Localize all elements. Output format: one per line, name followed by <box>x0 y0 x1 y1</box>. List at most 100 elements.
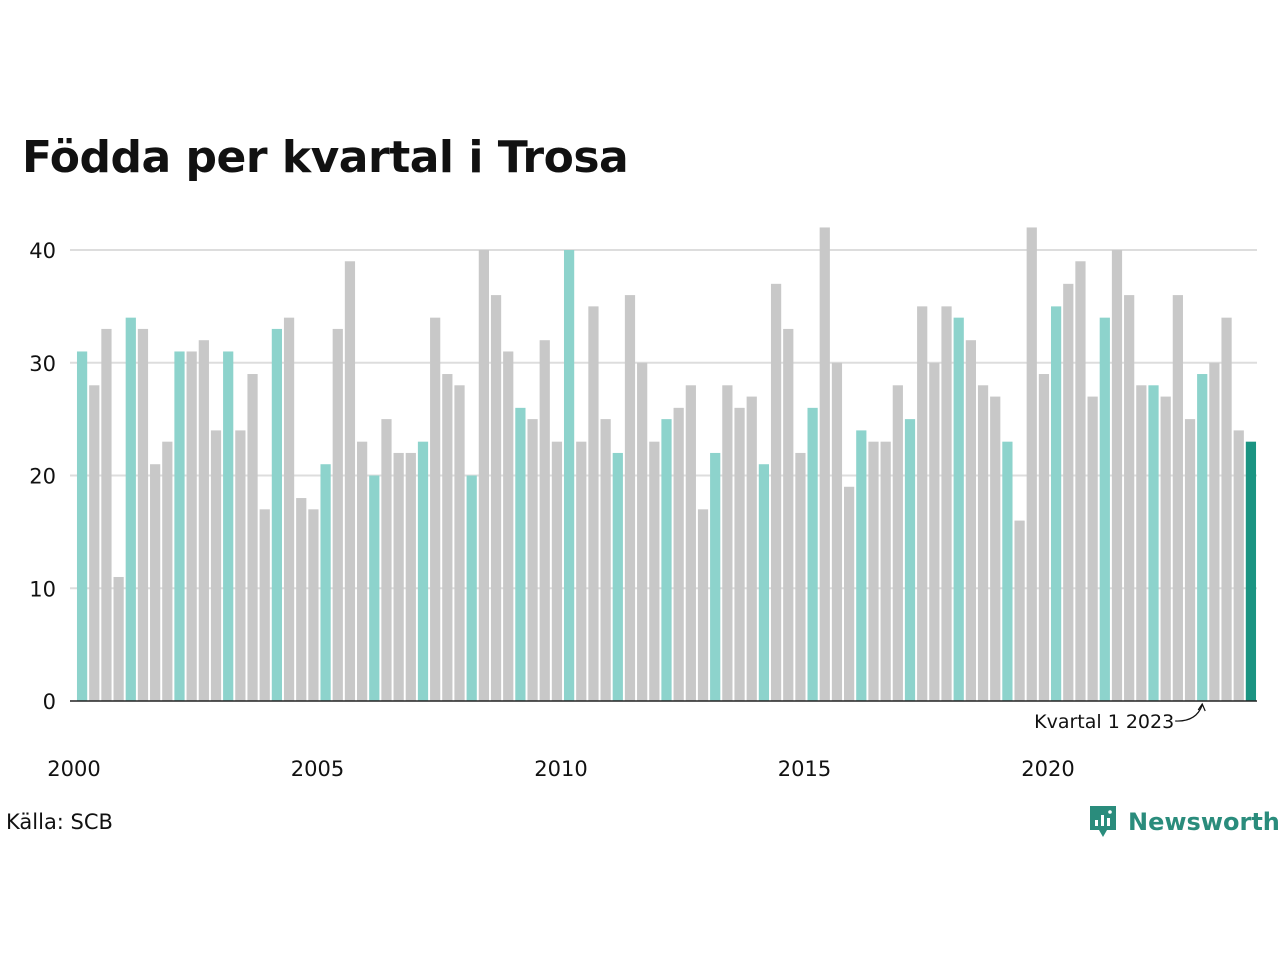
y-tick-label: 30 <box>29 352 56 376</box>
bar-2005-q2 <box>332 328 343 701</box>
bar-2010-q2 <box>576 441 587 701</box>
bar-2002-q3 <box>198 340 209 701</box>
bar-2000-q2 <box>89 385 100 701</box>
bars <box>76 227 1257 701</box>
bar-2009-q1 <box>515 407 526 701</box>
bar-2018-q4 <box>990 396 1001 701</box>
bar-2020-q2 <box>1063 283 1074 701</box>
bar-2003-q3 <box>247 374 258 701</box>
bar-2023-q2 <box>1209 362 1220 701</box>
x-tick-label: 2005 <box>291 757 344 781</box>
bar-2007-q2 <box>430 317 441 701</box>
newsworthy-logo-icon <box>1090 806 1116 837</box>
bar-2022-q1 <box>1148 385 1159 701</box>
bar-2000-q3 <box>101 328 112 701</box>
bar-2005-q1 <box>320 464 331 701</box>
bar-2018-q1 <box>953 317 964 701</box>
bar-2014-q1 <box>758 464 770 701</box>
source-label: Källa: SCB <box>6 810 113 834</box>
bar-2015-q4 <box>844 486 855 701</box>
bar-2001-q1 <box>125 317 136 701</box>
bar-2017-q1 <box>904 419 916 701</box>
bar-2005-q4 <box>357 441 368 701</box>
bar-2012-q2 <box>673 407 684 701</box>
bar-2014-q4 <box>795 452 806 701</box>
bar-2020-q1 <box>1050 306 1062 701</box>
bar-2007-q1 <box>417 441 429 701</box>
bar-2002-q2 <box>186 351 197 701</box>
bar-2020-q4 <box>1087 396 1098 701</box>
bar-2022-q2 <box>1160 396 1171 701</box>
bar-2021-q3 <box>1124 295 1135 701</box>
bar-2003-q1 <box>223 351 234 701</box>
bar-2014-q2 <box>770 283 782 701</box>
bar-2019-q4 <box>1038 374 1050 701</box>
bar-2013-q4 <box>746 396 757 701</box>
bar-2009-q2 <box>527 419 538 701</box>
bar-2019-q2 <box>1014 520 1025 701</box>
bar-2011-q4 <box>649 441 660 701</box>
bar-2004-q1 <box>271 328 283 701</box>
y-axis-ticks: 0 10 20 30 40 <box>29 239 56 714</box>
x-tick-label: 2000 <box>47 757 100 781</box>
bar-2012-q1 <box>661 419 672 701</box>
bar-2016-q2 <box>868 441 879 701</box>
bar-2021-q2 <box>1111 250 1123 701</box>
bar-2004-q3 <box>296 498 307 701</box>
bar-2001-q2 <box>137 328 149 701</box>
annotation: Kvartal 1 2023 <box>1034 702 1206 733</box>
bar-2010-q3 <box>588 306 599 701</box>
bar-2021-q1 <box>1099 317 1110 701</box>
x-axis-ticks: 2000 2005 2010 2015 2020 <box>47 757 1074 781</box>
bar-2013-q1 <box>710 452 721 701</box>
bar-2006-q3 <box>393 452 404 701</box>
bar-2016-q1 <box>856 430 867 701</box>
bar-2016-q4 <box>892 385 903 701</box>
bar-2017-q4 <box>941 306 952 701</box>
bar-2009-q4 <box>551 441 563 701</box>
bar-2019-q3 <box>1026 227 1037 701</box>
bar-2010-q1 <box>563 250 575 701</box>
brand-logo: Newsworthy <box>1088 804 1280 840</box>
bar-2017-q2 <box>917 306 928 701</box>
y-tick-label: 10 <box>29 577 56 601</box>
bar-2007-q4 <box>454 385 465 701</box>
bar-2008-q1 <box>466 475 477 701</box>
bar-2014-q3 <box>783 328 794 701</box>
bar-2006-q4 <box>405 452 416 701</box>
bar-2004-q4 <box>308 509 319 701</box>
bar-2021-q4 <box>1136 385 1147 701</box>
annotation-arrowhead <box>1197 702 1206 712</box>
bar-2015-q1 <box>807 407 818 701</box>
brand-name: Newsworthy <box>1128 808 1280 836</box>
y-tick-label: 40 <box>29 239 56 263</box>
bar-2023-q3 <box>1221 317 1232 701</box>
bar-2016-q3 <box>880 441 891 701</box>
bar-2008-q2 <box>478 250 489 701</box>
bar-2003-q2 <box>235 430 246 701</box>
bar-2001-q3 <box>150 464 161 701</box>
x-tick-label: 2020 <box>1021 757 1074 781</box>
chart-title: Födda per kvartal i Trosa <box>22 132 629 183</box>
bar-2011-q2 <box>624 295 636 701</box>
bar-2008-q3 <box>490 295 502 701</box>
bar-2023-q1 <box>1197 374 1208 701</box>
bar-2004-q2 <box>283 317 295 701</box>
bar-2003-q4 <box>259 509 270 701</box>
bar-2006-q2 <box>381 419 392 701</box>
x-tick-label: 2010 <box>534 757 587 781</box>
bar-2010-q4 <box>600 419 611 701</box>
bar-2001-q4 <box>162 441 173 701</box>
bar-2000-q4 <box>113 576 124 701</box>
bar-2008-q4 <box>503 351 514 701</box>
bar-2013-q2 <box>722 385 733 701</box>
bar-2002-q1 <box>174 351 185 701</box>
bar-2011-q3 <box>637 362 648 701</box>
bar-2012-q3 <box>685 385 696 701</box>
y-tick-label: 20 <box>29 465 56 489</box>
bar-2022-q3 <box>1172 295 1183 701</box>
bar-2006-q1 <box>369 475 380 701</box>
y-tick-label: 0 <box>43 690 56 714</box>
bar-2019-q1 <box>1002 441 1013 701</box>
